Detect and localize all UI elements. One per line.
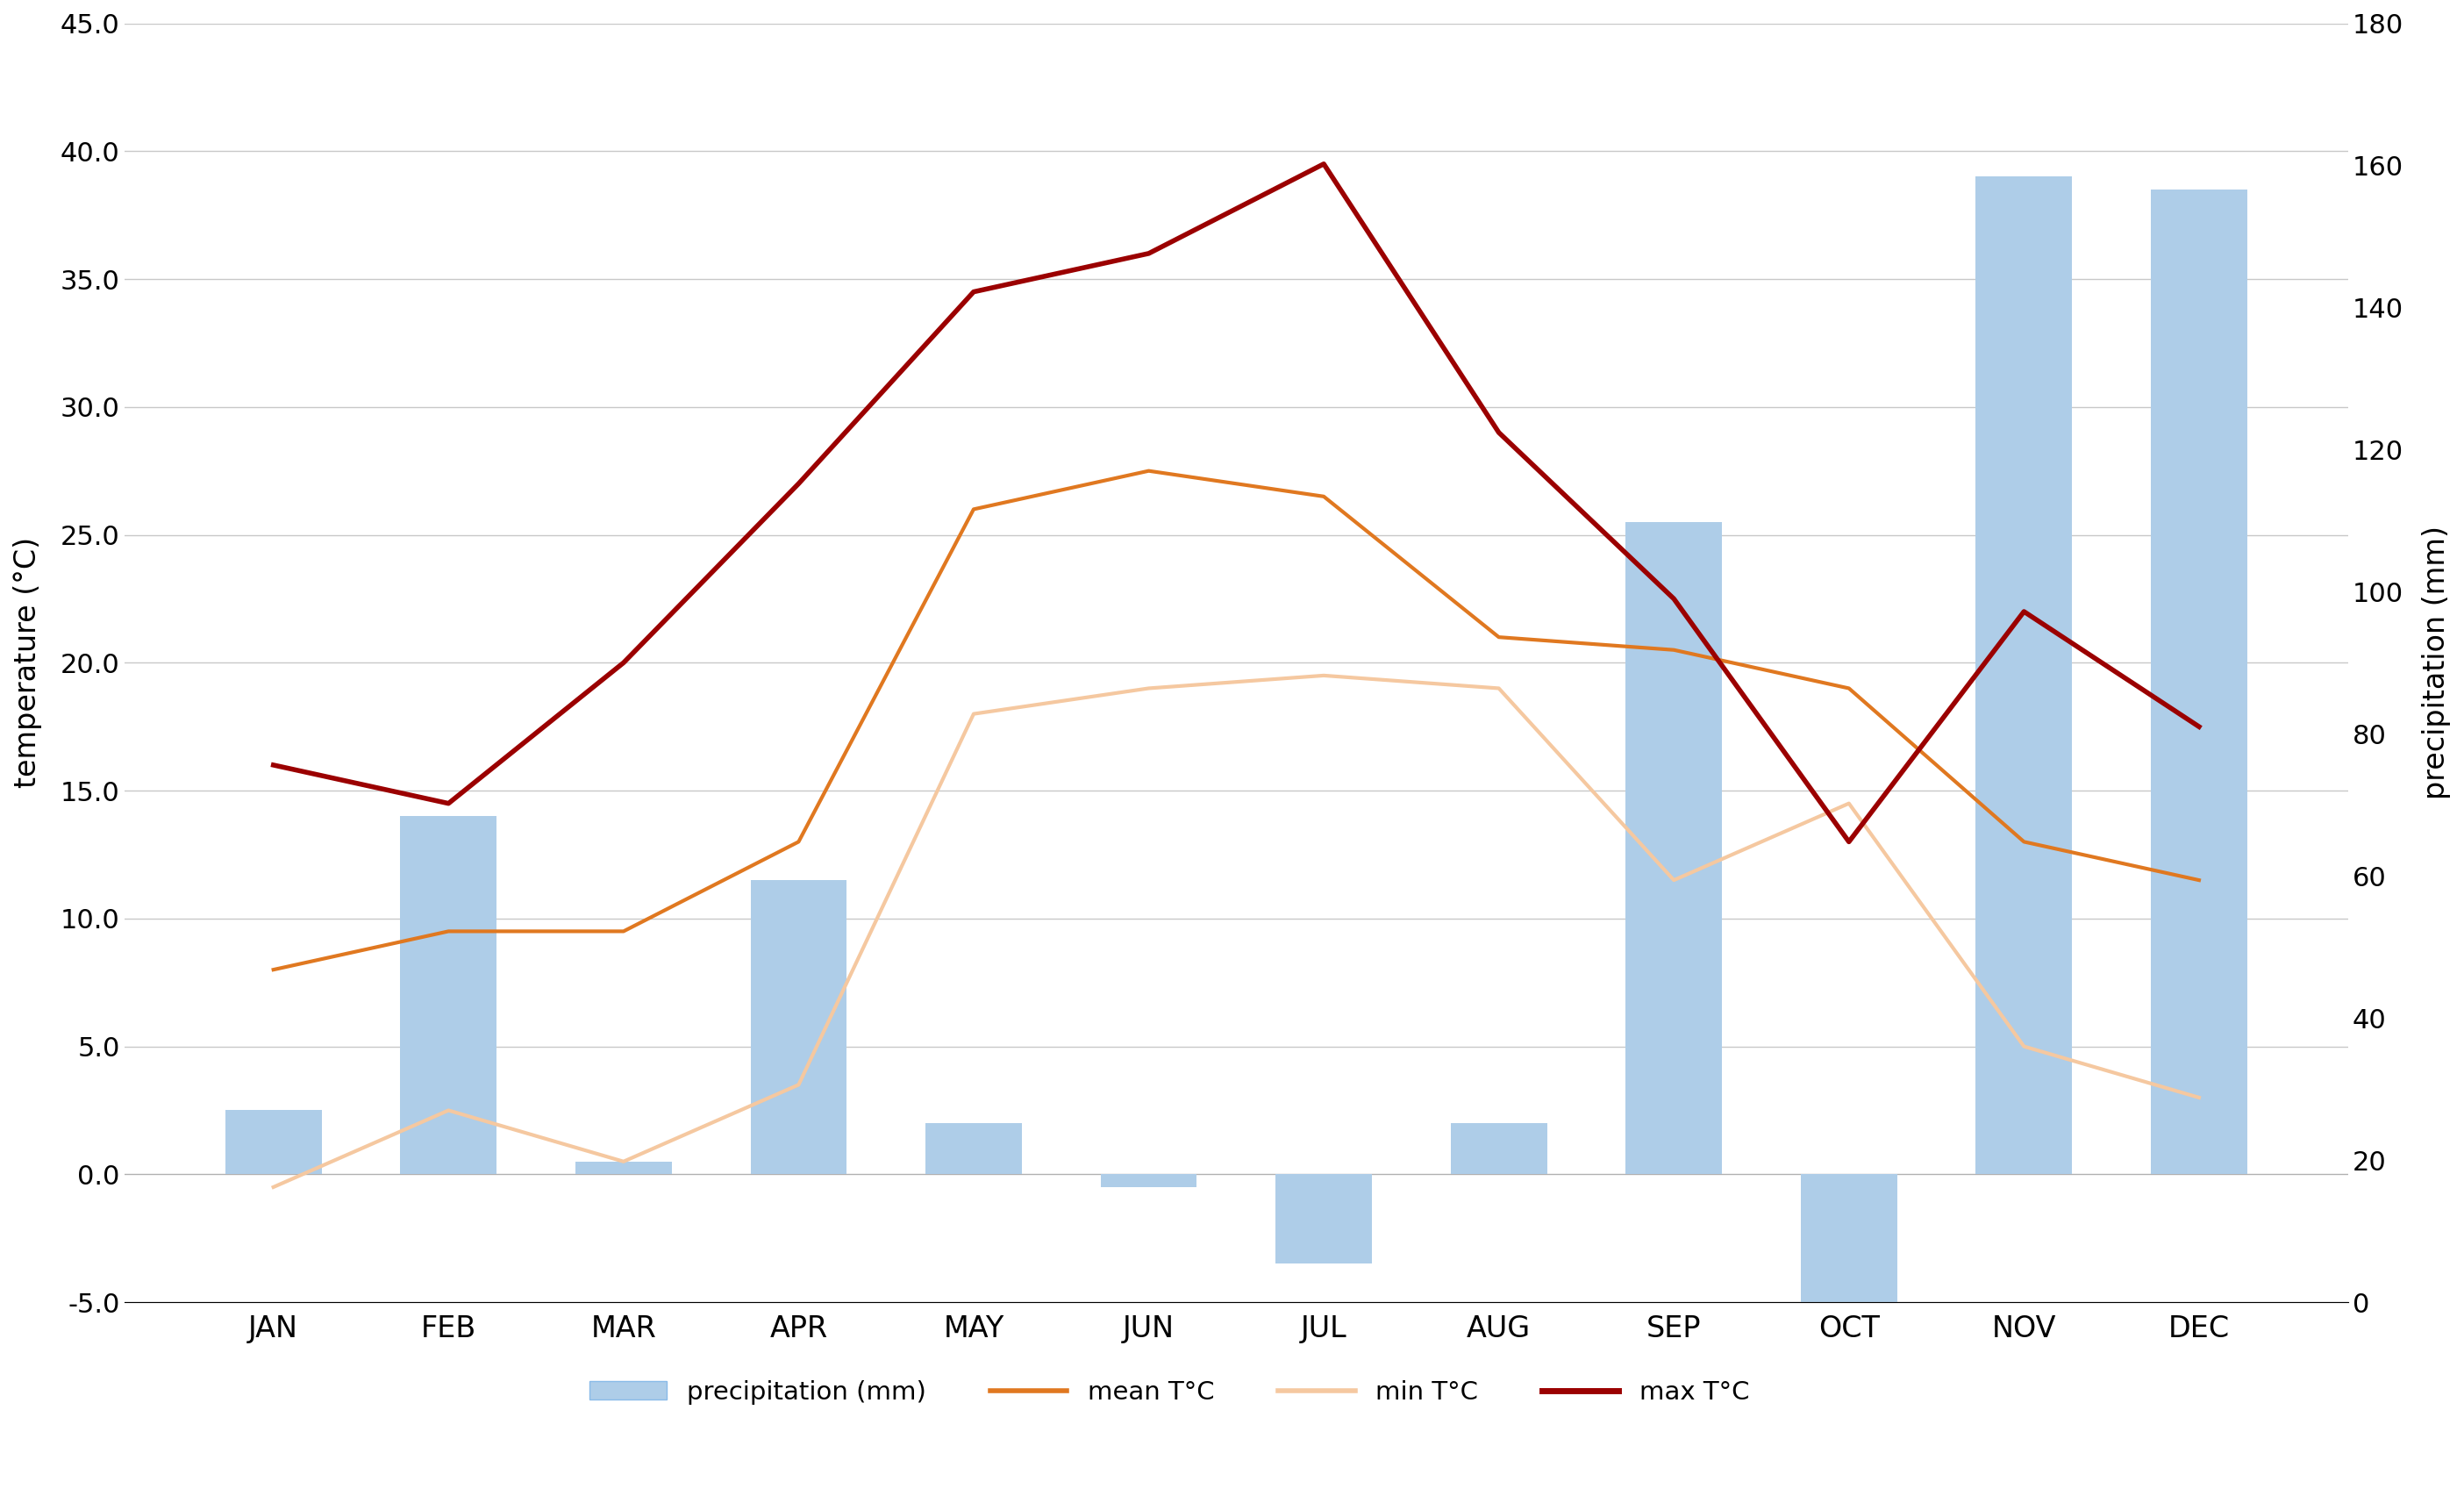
Bar (1976, 177, 2072, 1174)
Bar (2151, 190, 2247, 1174)
Legend: precipitation (mm), mean T°C, min T°C, max T°C: precipitation (mm), mean T°C, min T°C, m… (589, 1379, 1749, 1405)
Y-axis label: precipitation (mm): precipitation (mm) (2422, 527, 2452, 799)
Y-axis label: temperature (°C): temperature (°C) (12, 537, 42, 788)
Bar (577, 1161, 673, 1174)
Bar (1801, 1174, 1897, 1302)
Bar (752, 880, 848, 1174)
Bar (1626, 522, 1722, 1174)
Bar (399, 817, 498, 1174)
Bar (224, 1110, 323, 1174)
Bar (1451, 1123, 1547, 1174)
Bar (1276, 1174, 1372, 1264)
Bar (926, 1123, 1023, 1174)
Bar (1101, 1174, 1198, 1188)
